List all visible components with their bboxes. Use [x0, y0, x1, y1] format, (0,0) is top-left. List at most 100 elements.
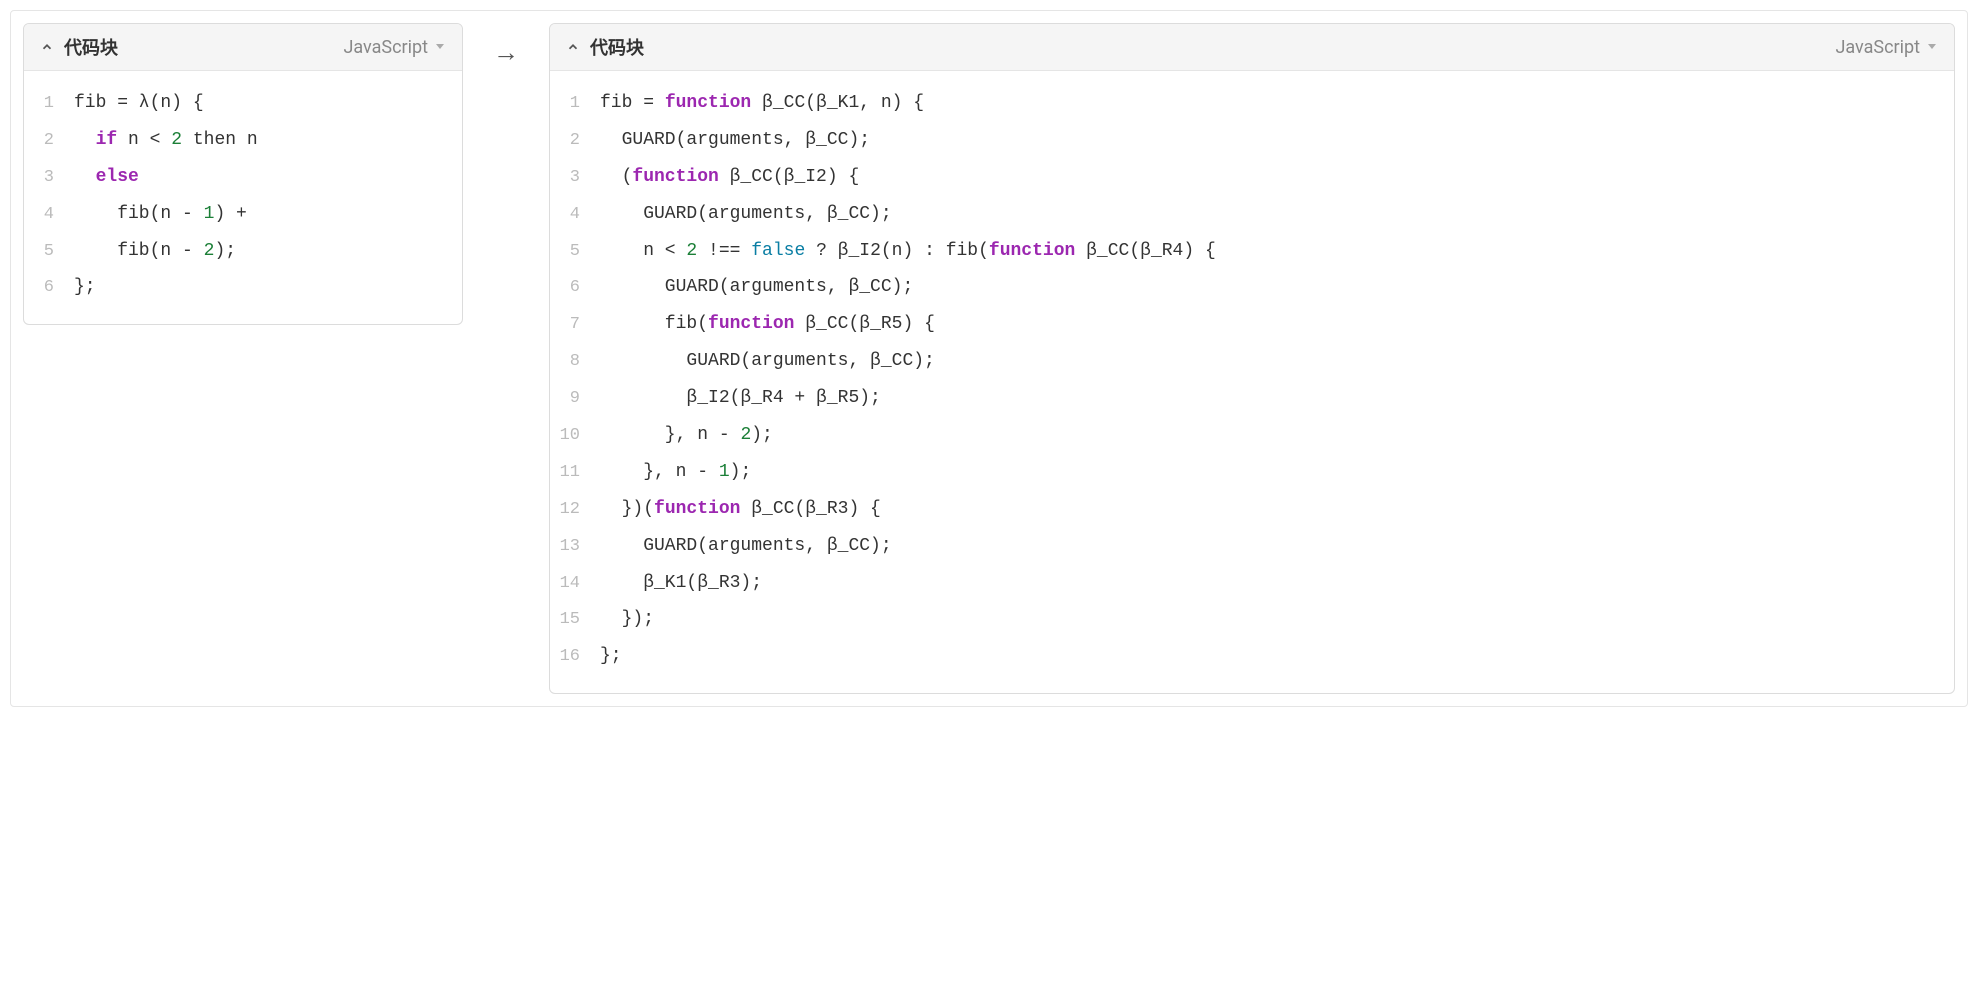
line-number: 6	[24, 271, 74, 306]
token-keyword: function	[708, 314, 794, 334]
token-keyword: function	[989, 241, 1075, 261]
code-line: 1fib = function β_CC(β_K1, n) {	[550, 85, 1954, 122]
token-text: );	[730, 462, 752, 482]
line-number: 5	[24, 235, 74, 270]
token-text: GUARD(arguments, β_CC);	[600, 351, 935, 371]
token-number: 2	[171, 130, 182, 150]
code-text: })(function β_CC(β_R3) {	[600, 491, 881, 528]
code-line: 7 fib(function β_CC(β_R5) {	[550, 306, 1954, 343]
header-right-group: 代码块	[566, 34, 644, 60]
token-text: β_CC(β_R3) {	[740, 499, 880, 519]
code-line: 4 GUARD(arguments, β_CC);	[550, 196, 1954, 233]
chevron-down-icon	[434, 40, 446, 55]
token-text: );	[751, 425, 773, 445]
header-left-group: 代码块	[40, 34, 118, 60]
panel-header-right: 代码块 JavaScript	[550, 24, 1954, 71]
code-text: fib = function β_CC(β_K1, n) {	[600, 85, 924, 122]
code-text: };	[74, 269, 96, 306]
token-text: }, n -	[600, 425, 740, 445]
code-text: fib(n - 2);	[74, 233, 236, 270]
token-text: n <	[600, 241, 686, 261]
line-number: 14	[550, 567, 600, 602]
code-text: else	[74, 159, 139, 196]
code-line: 14 β_K1(β_R3);	[550, 565, 1954, 602]
panel-title-left: 代码块	[64, 34, 118, 60]
token-keyword: function	[632, 167, 718, 187]
token-number: 1	[204, 204, 215, 224]
line-number: 2	[550, 124, 600, 159]
token-text: fib = λ(n) {	[74, 93, 204, 113]
code-text: }, n - 2);	[600, 417, 773, 454]
token-number: 2	[740, 425, 751, 445]
language-label-right: JavaScript	[1835, 37, 1920, 58]
line-number: 1	[24, 87, 74, 122]
code-body-left: 1fib = λ(n) {2 if n < 2 then n3 else4 fi…	[24, 71, 462, 324]
line-number: 1	[550, 87, 600, 122]
line-number: 3	[24, 161, 74, 196]
token-text: fib(n -	[74, 241, 204, 261]
code-panel-right: 代码块 JavaScript 1fib = function β_CC(β_K1…	[549, 23, 1955, 694]
language-selector-right[interactable]: JavaScript	[1835, 37, 1938, 58]
code-line: 10 }, n - 2);	[550, 417, 1954, 454]
line-number: 2	[24, 124, 74, 159]
token-text: β_I2(β_R4 + β_R5);	[600, 388, 881, 408]
code-text: n < 2 !== false ? β_I2(n) : fib(function…	[600, 233, 1216, 270]
line-number: 12	[550, 493, 600, 528]
code-line: 15 });	[550, 601, 1954, 638]
token-text: GUARD(arguments, β_CC);	[600, 204, 892, 224]
collapse-icon[interactable]	[40, 40, 54, 54]
code-line: 11 }, n - 1);	[550, 454, 1954, 491]
line-number: 3	[550, 161, 600, 196]
code-text: fib = λ(n) {	[74, 85, 204, 122]
code-line: 1fib = λ(n) {	[24, 85, 462, 122]
line-number: 16	[550, 640, 600, 675]
token-text: β_K1(β_R3);	[600, 573, 762, 593]
token-text: fib(	[600, 314, 708, 334]
line-number: 15	[550, 603, 600, 638]
code-line: 12 })(function β_CC(β_R3) {	[550, 491, 1954, 528]
code-line: 9 β_I2(β_R4 + β_R5);	[550, 380, 1954, 417]
code-line: 2 GUARD(arguments, β_CC);	[550, 122, 1954, 159]
line-number: 7	[550, 308, 600, 343]
line-number: 5	[550, 235, 600, 270]
language-selector-left[interactable]: JavaScript	[343, 37, 446, 58]
token-text: );	[214, 241, 236, 261]
token-number: 2	[204, 241, 215, 261]
code-panel-left: 代码块 JavaScript 1fib = λ(n) {2 if n < 2 t…	[23, 23, 463, 325]
token-keyword: else	[96, 167, 139, 187]
chevron-down-icon	[1926, 40, 1938, 55]
code-line: 3 else	[24, 159, 462, 196]
token-text: ? β_I2(n) : fib(	[805, 241, 989, 261]
collapse-icon[interactable]	[566, 40, 580, 54]
line-number: 13	[550, 530, 600, 565]
line-number: 4	[24, 198, 74, 233]
token-text	[74, 130, 96, 150]
token-text: !==	[697, 241, 751, 261]
token-text: });	[600, 609, 654, 629]
panel-title-right: 代码块	[590, 34, 644, 60]
code-text: β_K1(β_R3);	[600, 565, 762, 602]
token-text: fib(n -	[74, 204, 204, 224]
token-text: })(	[600, 499, 654, 519]
code-text: (function β_CC(β_I2) {	[600, 159, 859, 196]
code-line: 5 n < 2 !== false ? β_I2(n) : fib(functi…	[550, 233, 1954, 270]
token-text: };	[600, 646, 622, 666]
token-text: β_CC(β_R5) {	[794, 314, 934, 334]
token-text: β_CC(β_K1, n) {	[751, 93, 924, 113]
line-number: 6	[550, 271, 600, 306]
token-text: fib =	[600, 93, 665, 113]
line-number: 11	[550, 456, 600, 491]
code-line: 16};	[550, 638, 1954, 675]
code-line: 13 GUARD(arguments, β_CC);	[550, 528, 1954, 565]
code-text: fib(n - 1) +	[74, 196, 247, 233]
line-number: 10	[550, 419, 600, 454]
line-number: 9	[550, 382, 600, 417]
token-text: (	[600, 167, 632, 187]
token-text: β_CC(β_R4) {	[1075, 241, 1215, 261]
token-boolean: false	[751, 241, 805, 261]
token-text: GUARD(arguments, β_CC);	[600, 536, 892, 556]
token-keyword: function	[665, 93, 751, 113]
token-text: };	[74, 277, 96, 297]
code-text: });	[600, 601, 654, 638]
token-keyword: function	[654, 499, 740, 519]
